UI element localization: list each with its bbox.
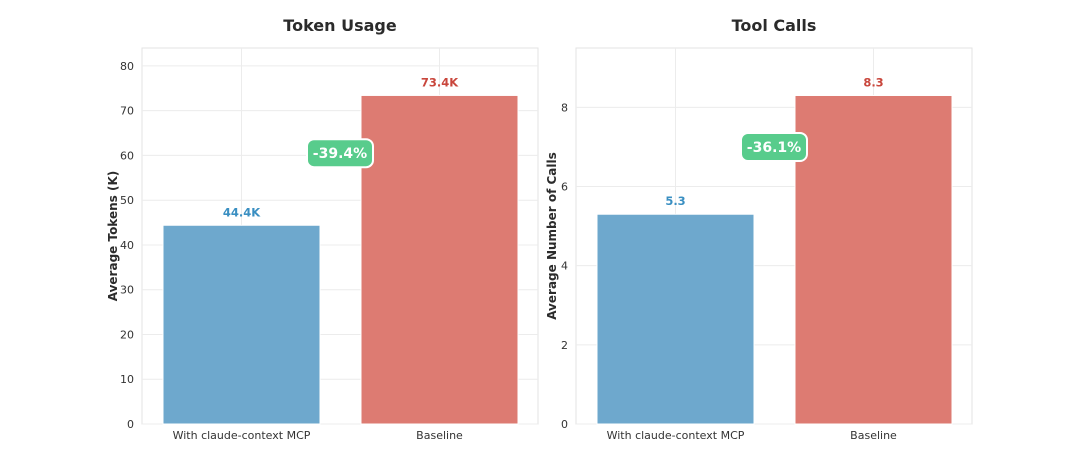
x-tick-label: With claude-context MCP [173, 429, 311, 442]
y-tick-label: 6 [561, 181, 568, 194]
y-tick-label: 4 [561, 260, 568, 273]
bar-2 [360, 94, 519, 425]
y-tick-label: 0 [561, 418, 568, 431]
chart-title: Tool Calls [732, 16, 817, 35]
data-label: 73.4K [421, 75, 459, 89]
y-tick-label: 80 [120, 60, 134, 73]
change-badge-label: -39.4% [313, 146, 367, 162]
data-label: 44.4K [223, 205, 261, 219]
data-label: 5.3 [665, 194, 685, 208]
chart-panel-1: Token Usage 0 10 20 30 40 50 60 70 80 Average Toke… [106, 16, 539, 442]
x-tick-label: With claude-context MCP [607, 429, 745, 442]
x-tick-label: Baseline [850, 429, 897, 442]
bar-1 [596, 213, 755, 425]
y-tick-label: 0 [127, 418, 134, 431]
y-tick-label: 70 [120, 105, 134, 118]
y-tick-label: 20 [120, 328, 134, 341]
data-label: 8.3 [863, 75, 883, 89]
change-badge [306, 138, 374, 169]
bar-2 [794, 94, 953, 425]
y-axis-label: Average Number of Calls [545, 152, 559, 320]
y-tick-label: 10 [120, 373, 134, 386]
chart-title: Token Usage [283, 16, 397, 35]
y-tick-label: 40 [120, 239, 134, 252]
y-tick-label: 50 [120, 194, 134, 207]
bar-1 [162, 224, 321, 425]
y-tick-label: 2 [561, 339, 568, 352]
y-tick-label: 60 [120, 149, 134, 162]
y-tick-label: 30 [120, 284, 134, 297]
y-tick-label: 8 [561, 101, 568, 114]
change-badge-label: -36.1% [747, 140, 801, 156]
x-tick-label: Baseline [416, 429, 463, 442]
y-axis-label: Average Tokens (K) [106, 171, 120, 302]
chart-panel-2: Tool Calls 0 2 4 6 8 Average Number of Calls 5.… [545, 16, 973, 442]
change-badge [740, 131, 808, 162]
